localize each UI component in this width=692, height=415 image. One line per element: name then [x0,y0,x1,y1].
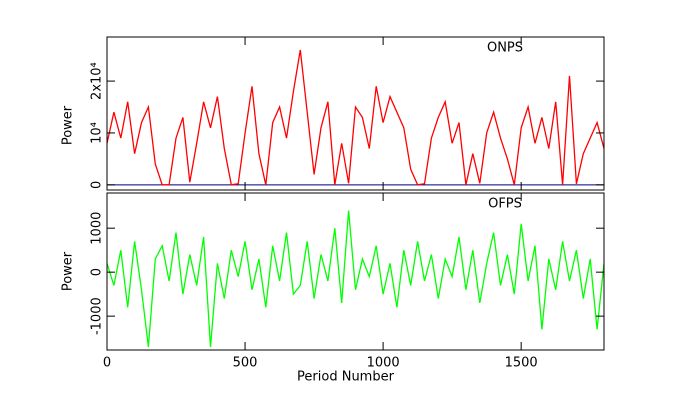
plot-frame [106,36,605,191]
y-tick-label: 0 [90,268,105,276]
series-line [107,49,604,186]
x-tick-label: 1000 [367,356,400,371]
series-line [107,210,604,347]
x-axis-label: Period Number [297,370,395,385]
annotation: OFPS [488,197,522,212]
y-tick-label: 2x10⁴ [90,62,105,100]
x-tick-label: 500 [233,356,258,371]
y-tick-label: 1000 [90,212,105,245]
x-tick-label: 0 [103,356,111,371]
y-axis-label: Power [61,251,76,291]
y-axis-label: Power [61,105,76,145]
x-tick-label: 1500 [505,356,538,371]
y-tick-label: 0 [90,181,105,189]
y-tick-label: 10⁴ [90,122,105,144]
annotation: ONPS [487,41,523,56]
plot-frame [106,192,605,351]
y-tick-label: -1000 [90,297,105,335]
